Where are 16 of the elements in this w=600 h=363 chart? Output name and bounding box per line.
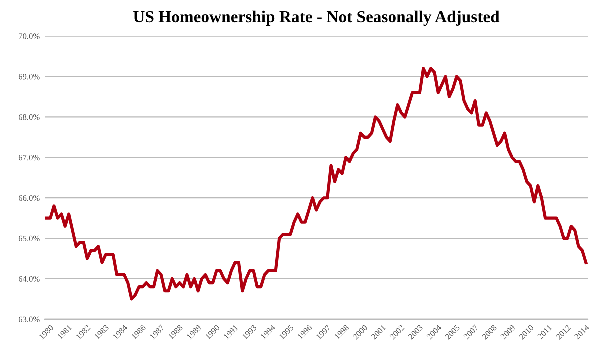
x-tick-label: 1989	[186, 324, 202, 340]
y-tick-label: 66.0%	[18, 195, 40, 202]
x-tick-label: 1982	[76, 324, 91, 340]
y-tick-label: 63.0%	[18, 316, 40, 322]
y-tick-label: 69.0%	[18, 74, 40, 80]
y-tick-label: 65.0%	[18, 236, 40, 242]
y-tick-label: 64.0%	[18, 276, 40, 282]
y-tick-label: 68.0%	[18, 114, 40, 120]
x-tick-label: 1980	[38, 324, 54, 340]
chart-title: US Homeownership Rate - Not Seasonally Adjusted	[134, 10, 500, 26]
x-tick-label: 1991	[224, 324, 239, 340]
line-series	[45, 67, 588, 301]
x-tick-label: 1981	[57, 324, 72, 340]
y-tick-label: 70.0%	[19, 34, 40, 40]
x-tick-label: 1990	[205, 324, 220, 340]
y-tick-label: 67.0%	[18, 154, 40, 161]
